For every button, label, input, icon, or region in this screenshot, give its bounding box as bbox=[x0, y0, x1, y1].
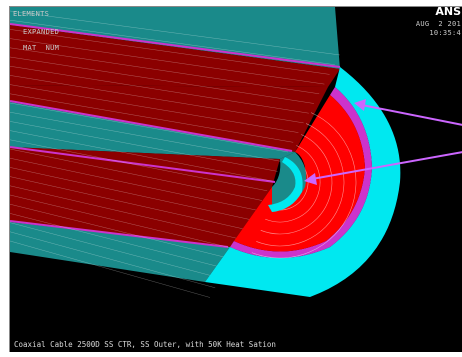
mesh-line bbox=[10, 56, 315, 104]
red-core-band-1b bbox=[10, 85, 328, 152]
date-stamp: AUG 2 201 bbox=[415, 20, 461, 28]
mesh-line bbox=[10, 213, 226, 269]
time-stamp: 10:35:4 bbox=[429, 29, 461, 37]
legend-line-2: EXPANDED bbox=[23, 28, 60, 36]
ring-line bbox=[260, 134, 333, 235]
mesh-line bbox=[10, 139, 268, 192]
graphics-viewport[interactable]: ELEMENTS EXPANDED MAT NUM ANS AUG 2 201 … bbox=[9, 6, 462, 352]
red-core-band-2 bbox=[10, 147, 280, 247]
red-core-band-1 bbox=[10, 25, 340, 87]
ansys-logo: ANS bbox=[435, 6, 461, 18]
legend-line-1: ELEMENTS bbox=[13, 10, 50, 18]
arrow-inner-head bbox=[304, 173, 317, 185]
mesh-line bbox=[10, 47, 320, 95]
outer-sheath-top bbox=[10, 7, 340, 69]
mesh-scene bbox=[10, 7, 462, 298]
mesh-line bbox=[10, 38, 325, 85]
teal-center-band bbox=[10, 102, 295, 159]
mesh-line bbox=[10, 75, 304, 124]
cyan-end-cap bbox=[205, 67, 401, 297]
arrow-outer-layer bbox=[361, 104, 462, 126]
mesh-line bbox=[10, 10, 341, 56]
arrow-outer-head bbox=[354, 99, 366, 111]
magenta-layer-4 bbox=[10, 220, 229, 248]
outer-sheath-bottom bbox=[10, 222, 230, 282]
ring-line bbox=[256, 123, 345, 247]
mesh-line bbox=[10, 194, 237, 250]
magenta-layer-1 bbox=[10, 23, 341, 68]
ring-line bbox=[265, 145, 321, 223]
mesh-line bbox=[10, 93, 294, 143]
inner-core-cyan bbox=[268, 157, 303, 212]
magenta-layer-2 bbox=[10, 100, 293, 152]
mesh-line bbox=[10, 157, 257, 211]
mesh-line bbox=[10, 240, 211, 298]
mesh-line bbox=[10, 222, 221, 279]
mesh-line bbox=[10, 203, 231, 259]
mesh-line bbox=[10, 102, 289, 153]
mesh-line bbox=[10, 84, 299, 133]
mesh-line bbox=[10, 148, 263, 201]
mesh-line bbox=[10, 167, 252, 221]
mesh-lines bbox=[10, 10, 341, 298]
mesh-line bbox=[10, 231, 216, 289]
mesh-line bbox=[10, 121, 278, 172]
legend-line-3: MAT NUM bbox=[23, 44, 60, 52]
arrow-inner-layer bbox=[311, 151, 462, 180]
mesh-line bbox=[10, 176, 247, 230]
red-end-cap bbox=[234, 95, 365, 252]
mesh-line bbox=[10, 185, 242, 240]
mesh-line bbox=[10, 65, 309, 114]
mesh-line bbox=[10, 29, 330, 75]
plot-caption: Coaxial Cable 2500D SS CTR, SS Outer, wi… bbox=[14, 340, 276, 349]
mesh-line bbox=[10, 19, 335, 65]
magenta-layer-3 bbox=[10, 146, 276, 183]
ring-line bbox=[251, 112, 357, 259]
mesh-line bbox=[10, 111, 283, 162]
mesh-line bbox=[10, 130, 273, 182]
